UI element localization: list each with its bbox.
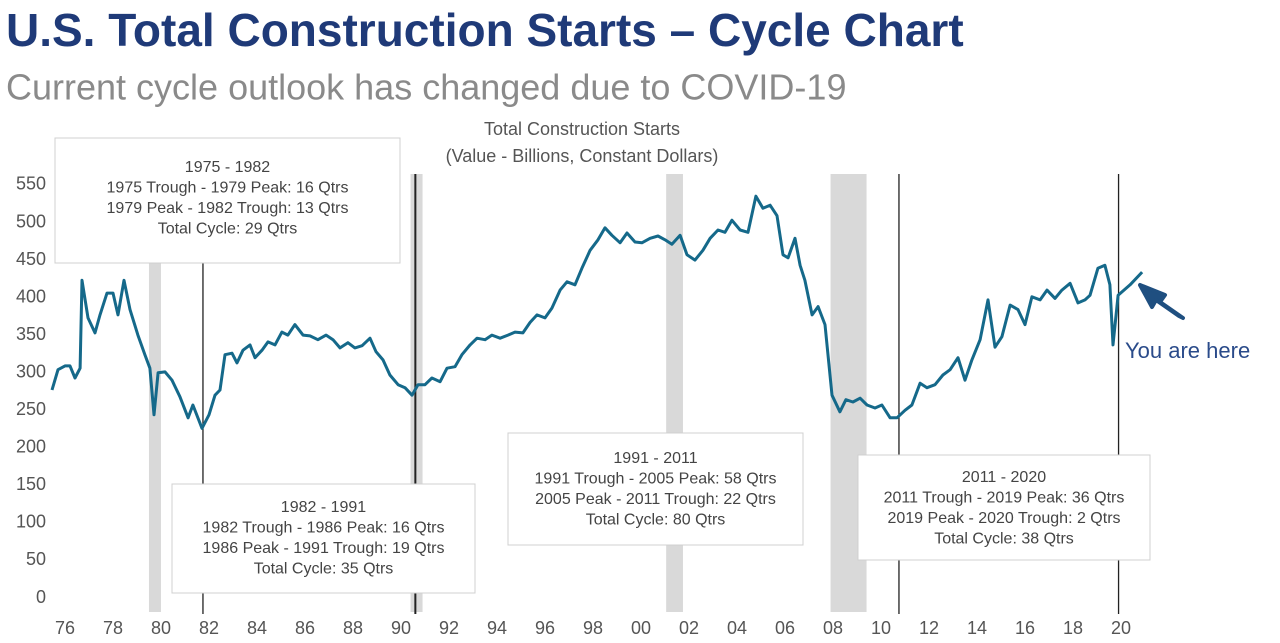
y-tick-label: 200 bbox=[16, 437, 46, 457]
y-tick-label: 0 bbox=[36, 587, 46, 607]
annotation-text: Total Cycle: 35 Qtrs bbox=[254, 561, 394, 578]
x-tick-label: 92 bbox=[439, 618, 459, 638]
annotation-text: 1975 Trough - 1979 Peak: 16 Qtrs bbox=[107, 180, 349, 197]
page-subtitle: Current cycle outlook has changed due to… bbox=[6, 67, 846, 108]
annotation-box bbox=[54, 137, 401, 264]
x-tick-label: 82 bbox=[199, 618, 219, 638]
y-tick-label: 350 bbox=[16, 324, 46, 344]
annotation-text: 2011 - 2020 bbox=[962, 469, 1046, 486]
page-title: U.S. Total Construction Starts – Cycle C… bbox=[6, 4, 964, 56]
x-tick-label: 16 bbox=[1015, 618, 1035, 638]
annotation-text: Total Cycle: 38 Qtrs bbox=[934, 531, 1074, 548]
marker-label: You are here bbox=[1125, 338, 1250, 363]
x-tick-label: 14 bbox=[967, 618, 987, 638]
annotation-text: Total Cycle: 80 Qtrs bbox=[586, 512, 726, 529]
x-tick-label: 88 bbox=[343, 618, 363, 638]
annotation-box bbox=[857, 454, 1151, 561]
x-tick-label: 06 bbox=[775, 618, 795, 638]
annotation-text: 1979 Peak - 1982 Trough: 13 Qtrs bbox=[107, 200, 349, 217]
x-tick-label: 00 bbox=[631, 618, 651, 638]
annotation-text: 1991 Trough - 2005 Peak: 58 Qtrs bbox=[535, 471, 777, 488]
chart-subtitle: (Value - Billions, Constant Dollars) bbox=[446, 146, 719, 166]
annotation-text: 1991 - 2011 bbox=[613, 450, 697, 467]
x-tick-label: 18 bbox=[1063, 618, 1083, 638]
annotation-box bbox=[171, 483, 476, 594]
x-tick-label: 78 bbox=[103, 618, 123, 638]
annotation-text: 2011 Trough - 2019 Peak: 36 Qtrs bbox=[884, 490, 1125, 507]
y-tick-label: 500 bbox=[16, 211, 46, 231]
data-line bbox=[50, 194, 1144, 430]
x-tick-label: 90 bbox=[391, 618, 411, 638]
y-tick-label: 150 bbox=[16, 474, 46, 494]
x-tick-label: 76 bbox=[55, 618, 75, 638]
annotation-text: 1975 - 1982 bbox=[185, 159, 271, 176]
y-tick-label: 550 bbox=[16, 174, 46, 194]
x-tick-label: 84 bbox=[247, 618, 267, 638]
annotation-text: 2005 Peak - 2011 Trough: 22 Qtrs bbox=[535, 491, 776, 508]
chart-title: Total Construction Starts bbox=[484, 119, 680, 139]
x-tick-label: 02 bbox=[679, 618, 699, 638]
x-tick-label: 08 bbox=[823, 618, 843, 638]
y-tick-label: 50 bbox=[26, 549, 46, 569]
x-tick-label: 12 bbox=[919, 618, 939, 638]
x-tick-label: 10 bbox=[871, 618, 891, 638]
annotation-text: Total Cycle: 29 Qtrs bbox=[158, 221, 298, 238]
x-tick-label: 94 bbox=[487, 618, 507, 638]
y-tick-label: 300 bbox=[16, 361, 46, 381]
y-tick-label: 100 bbox=[16, 512, 46, 532]
x-tick-label: 86 bbox=[295, 618, 315, 638]
annotation-text: 1982 - 1991 bbox=[281, 499, 367, 516]
annotation-box bbox=[507, 432, 804, 546]
annotation-text: 1982 Trough - 1986 Peak: 16 Qtrs bbox=[203, 520, 445, 537]
annotation-text: 1986 Peak - 1991 Trough: 19 Qtrs bbox=[203, 540, 445, 557]
x-tick-label: 98 bbox=[583, 618, 603, 638]
x-tick-label: 04 bbox=[727, 618, 747, 638]
annotation-text: 2019 Peak - 2020 Trough: 2 Qtrs bbox=[887, 510, 1120, 527]
y-tick-label: 250 bbox=[16, 399, 46, 419]
y-tick-label: 450 bbox=[16, 249, 46, 269]
x-tick-label: 96 bbox=[535, 618, 555, 638]
y-tick-label: 400 bbox=[16, 286, 46, 306]
arrow bbox=[1138, 283, 1185, 320]
x-tick-label: 80 bbox=[151, 618, 171, 638]
x-tick-label: 20 bbox=[1111, 618, 1131, 638]
